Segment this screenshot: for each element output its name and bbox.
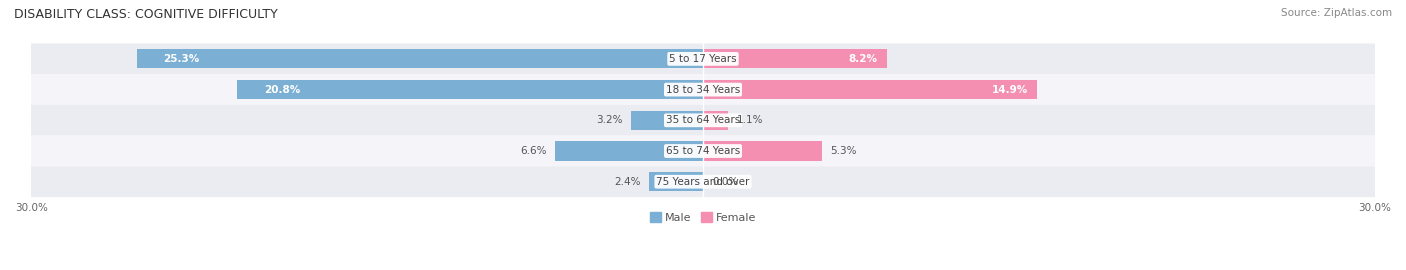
Text: 65 to 74 Years: 65 to 74 Years: [666, 146, 740, 156]
Bar: [703, 111, 728, 130]
Text: 25.3%: 25.3%: [163, 54, 200, 64]
Bar: [136, 49, 703, 68]
Text: Source: ZipAtlas.com: Source: ZipAtlas.com: [1281, 8, 1392, 18]
Text: 1.1%: 1.1%: [737, 115, 763, 125]
Text: 5 to 17 Years: 5 to 17 Years: [669, 54, 737, 64]
Bar: [703, 49, 887, 68]
Bar: [703, 80, 1036, 99]
Text: 18 to 34 Years: 18 to 34 Years: [666, 85, 740, 94]
Text: 8.2%: 8.2%: [849, 54, 877, 64]
FancyBboxPatch shape: [20, 43, 1386, 74]
Bar: [703, 141, 821, 161]
Text: 14.9%: 14.9%: [991, 85, 1028, 94]
Text: 6.6%: 6.6%: [520, 146, 547, 156]
Text: 35 to 64 Years: 35 to 64 Years: [666, 115, 740, 125]
Legend: Male, Female: Male, Female: [645, 208, 761, 228]
Bar: [555, 141, 703, 161]
FancyBboxPatch shape: [20, 166, 1386, 197]
FancyBboxPatch shape: [20, 74, 1386, 105]
Text: DISABILITY CLASS: COGNITIVE DIFFICULTY: DISABILITY CLASS: COGNITIVE DIFFICULTY: [14, 8, 278, 21]
FancyBboxPatch shape: [20, 136, 1386, 166]
Text: 3.2%: 3.2%: [596, 115, 623, 125]
Bar: [650, 172, 703, 191]
Text: 20.8%: 20.8%: [264, 85, 301, 94]
Bar: [631, 111, 703, 130]
Text: 75 Years and over: 75 Years and over: [657, 177, 749, 187]
Bar: [238, 80, 703, 99]
Text: 0.0%: 0.0%: [711, 177, 738, 187]
Text: 2.4%: 2.4%: [614, 177, 640, 187]
Text: 5.3%: 5.3%: [831, 146, 858, 156]
FancyBboxPatch shape: [20, 105, 1386, 136]
